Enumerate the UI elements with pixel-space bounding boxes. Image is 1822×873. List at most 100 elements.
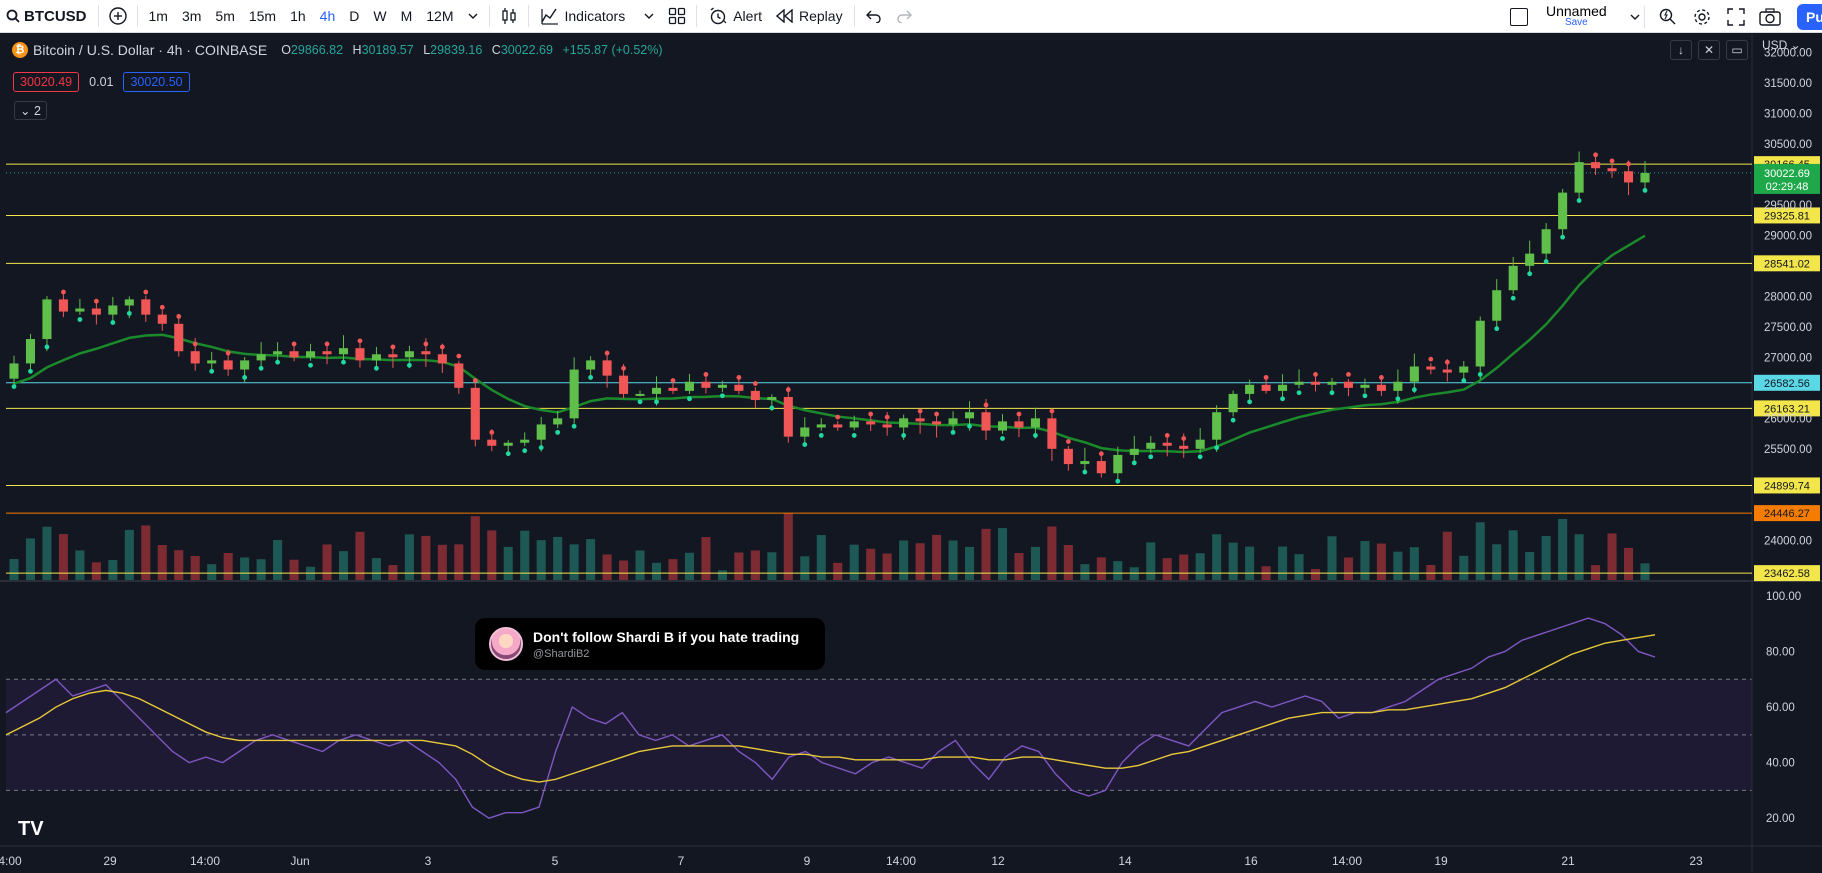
candle-body bbox=[1327, 381, 1337, 385]
candle-body bbox=[91, 308, 101, 315]
interval-5m[interactable]: 5m bbox=[215, 8, 235, 24]
candle-body bbox=[849, 421, 859, 428]
level-price-label: 29325.81 bbox=[1764, 210, 1810, 222]
collapse-pane-icon[interactable]: ✕ bbox=[1698, 40, 1720, 60]
trail-dot bbox=[621, 365, 626, 371]
compare-symbol-button[interactable] bbox=[103, 1, 133, 31]
time-tick-label: 19 bbox=[1434, 854, 1448, 868]
interval-15m[interactable]: 15m bbox=[248, 8, 277, 24]
chart-type-button[interactable] bbox=[494, 1, 524, 31]
volume-bar bbox=[289, 559, 299, 580]
trail-dot bbox=[1593, 152, 1598, 158]
chart-canvas[interactable]: 30166.4529325.8128541.0226582.5626163.21… bbox=[0, 34, 1822, 873]
save-label[interactable]: Save bbox=[1564, 16, 1588, 28]
rewind-icon bbox=[776, 9, 793, 23]
candle-body bbox=[1409, 366, 1419, 382]
promo-toast[interactable]: Don't follow Shardi B if you hate tradin… bbox=[475, 618, 825, 670]
close-key: C bbox=[491, 43, 501, 57]
divider bbox=[696, 5, 698, 27]
symbol-search-button[interactable]: BTCUSD bbox=[0, 0, 94, 33]
indicators-button[interactable]: Indicators bbox=[533, 0, 663, 33]
fullscreen-button[interactable] bbox=[1721, 2, 1751, 32]
interval-3m[interactable]: 3m bbox=[181, 8, 202, 24]
volume-bar bbox=[240, 557, 250, 580]
chevron-down-icon[interactable] bbox=[1629, 11, 1641, 23]
trail-dot bbox=[571, 423, 577, 429]
candle-body bbox=[619, 375, 629, 394]
alert-button[interactable]: Alert bbox=[701, 0, 769, 33]
volume-bar bbox=[997, 528, 1008, 580]
candle-body bbox=[668, 387, 678, 391]
snapshot-button[interactable] bbox=[1755, 2, 1785, 32]
replay-button[interactable]: Replay bbox=[769, 0, 850, 33]
high-key: H bbox=[352, 43, 362, 57]
trail-dot bbox=[868, 411, 874, 417]
chart-pane[interactable]: 30166.4529325.8128541.0226582.5626163.21… bbox=[0, 34, 1822, 873]
interval-m[interactable]: M bbox=[400, 8, 413, 24]
trail-dot bbox=[1609, 158, 1615, 164]
buy-button[interactable]: 30020.50 bbox=[123, 72, 190, 92]
interval-1m[interactable]: 1m bbox=[148, 8, 168, 24]
chevron-down-icon[interactable] bbox=[467, 10, 479, 22]
settings-button[interactable] bbox=[1687, 2, 1717, 32]
volume-bar bbox=[1146, 542, 1156, 580]
redo-button[interactable] bbox=[889, 1, 919, 31]
layout-grid-button[interactable] bbox=[662, 1, 692, 31]
volume-bar bbox=[355, 531, 365, 580]
volume-bar bbox=[322, 544, 332, 580]
time-tick-label: Jun bbox=[290, 854, 309, 868]
sell-button[interactable]: 30020.49 bbox=[13, 72, 80, 92]
rsi-tick-label: 40.00 bbox=[1766, 758, 1795, 770]
tradingview-logo-icon[interactable]: TV bbox=[18, 818, 44, 840]
level-price-tag bbox=[1754, 565, 1820, 582]
candle-body bbox=[437, 354, 447, 364]
interval-d[interactable]: D bbox=[349, 8, 360, 24]
volume-bar bbox=[1426, 564, 1436, 580]
level-price-tag bbox=[1754, 400, 1820, 417]
time-tick-label: 14 bbox=[1118, 854, 1132, 868]
volume-bar bbox=[1376, 543, 1386, 580]
level-price-label: 23462.58 bbox=[1764, 568, 1810, 580]
volume-bar bbox=[108, 559, 118, 580]
price-tick-label: 29500.00 bbox=[1764, 200, 1812, 212]
trail-dot bbox=[1477, 372, 1483, 377]
maximize-pane-icon[interactable]: ▭ bbox=[1726, 40, 1748, 60]
candle-body bbox=[1179, 445, 1189, 449]
interval-1h[interactable]: 1h bbox=[290, 8, 306, 24]
quick-search-button[interactable] bbox=[1653, 2, 1683, 32]
trail-dot bbox=[93, 298, 99, 304]
layout-checkbox-icon[interactable] bbox=[1510, 7, 1528, 26]
volume-bar bbox=[800, 556, 810, 580]
currency-selector[interactable]: USD ⌄ bbox=[1762, 38, 1801, 52]
interval-w[interactable]: W bbox=[373, 8, 387, 24]
trail-dot bbox=[1329, 390, 1335, 396]
volume-bar bbox=[767, 552, 777, 580]
symbol-label: BTCUSD bbox=[24, 7, 87, 25]
publish-button[interactable]: Pu bbox=[1797, 4, 1822, 30]
candle-body bbox=[1063, 448, 1073, 465]
time-tick-label: 23 bbox=[1689, 854, 1703, 868]
trail-dot bbox=[159, 304, 165, 310]
interval-4h[interactable]: 4h bbox=[319, 8, 336, 24]
volume-bar bbox=[915, 543, 925, 580]
volume-bar bbox=[1212, 534, 1222, 580]
divider bbox=[97, 5, 99, 27]
low-key: L bbox=[423, 43, 431, 57]
layout-name-button[interactable]: Unnamed Save bbox=[1510, 0, 1641, 33]
candle-body bbox=[1343, 381, 1353, 388]
level-price-label: 26582.56 bbox=[1764, 378, 1810, 390]
move-down-icon[interactable]: ↓ bbox=[1670, 40, 1692, 60]
price-tick-label: 32000.00 bbox=[1764, 47, 1812, 59]
trail-dot bbox=[1642, 187, 1648, 193]
undo-button[interactable] bbox=[859, 1, 889, 31]
trail-dot bbox=[720, 393, 725, 399]
trail-dot bbox=[275, 359, 280, 365]
indicators-collapse-button[interactable]: ⌄ 2 bbox=[14, 101, 47, 120]
time-tick-label: 14:00 bbox=[190, 854, 220, 868]
trail-dot bbox=[604, 350, 610, 356]
candle-body bbox=[520, 439, 530, 443]
price-tick-label: 24000.00 bbox=[1764, 535, 1812, 547]
interval-12m[interactable]: 12M bbox=[426, 8, 454, 24]
time-tick-label: 4:00 bbox=[0, 854, 22, 868]
volume-bar bbox=[42, 526, 52, 580]
